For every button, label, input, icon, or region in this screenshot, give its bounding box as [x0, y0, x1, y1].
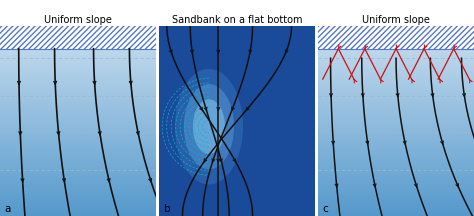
Text: b: b: [164, 204, 170, 214]
Bar: [0, 24, 156, 49]
Title: Uniform slope: Uniform slope: [362, 15, 430, 25]
Title: Uniform slope: Uniform slope: [44, 15, 112, 25]
Title: Sandbank on a flat bottom: Sandbank on a flat bottom: [172, 15, 302, 25]
Text: a: a: [5, 204, 11, 214]
Ellipse shape: [184, 84, 234, 169]
Ellipse shape: [175, 69, 243, 184]
Text: c: c: [323, 204, 328, 214]
Ellipse shape: [193, 99, 225, 154]
Bar: [318, 24, 474, 49]
